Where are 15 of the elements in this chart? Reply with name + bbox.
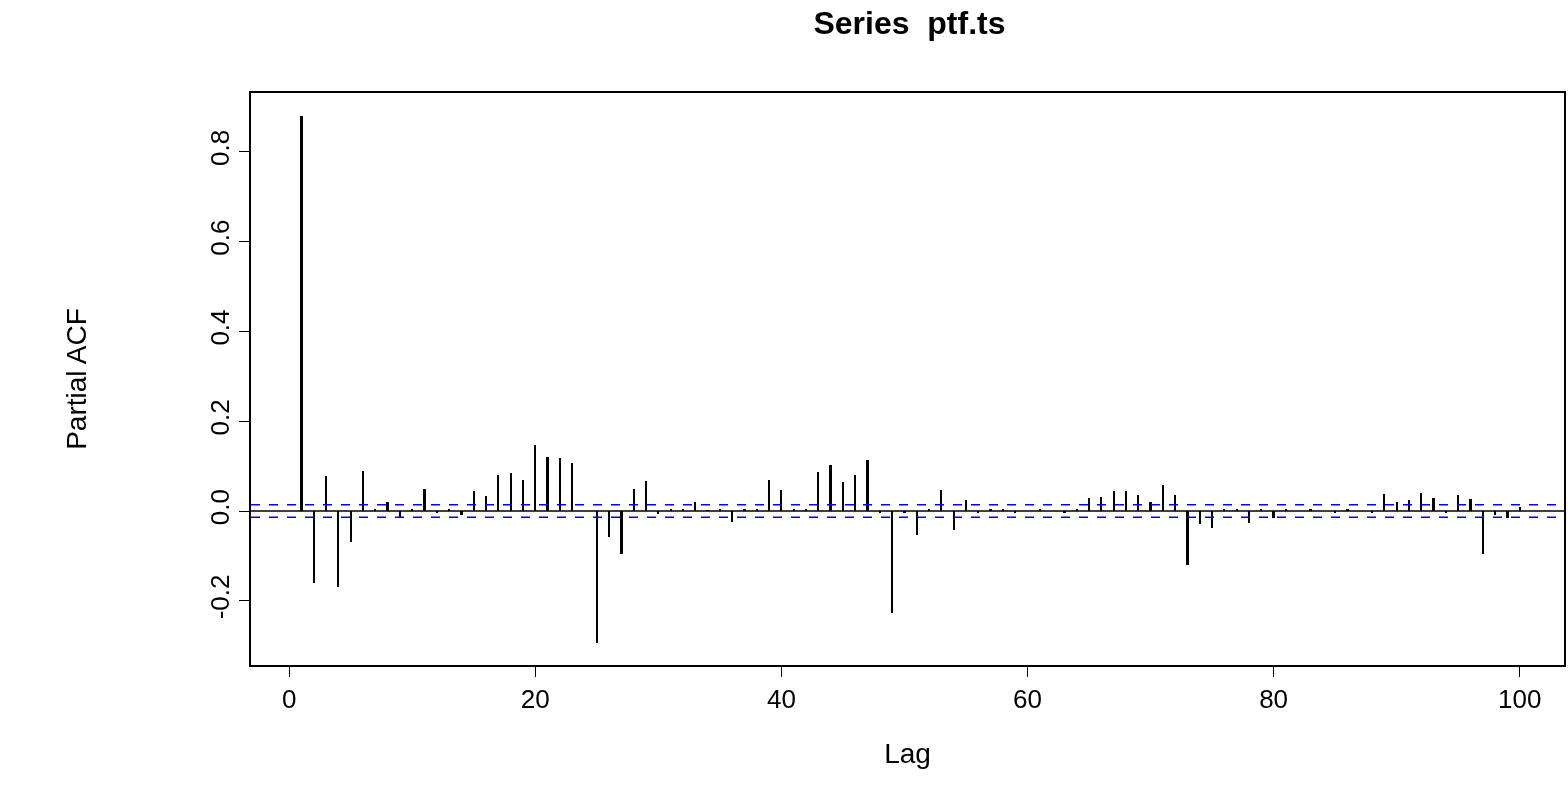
y-tick-label: 0.4 xyxy=(204,309,235,346)
chart-title: Series ptf.ts xyxy=(813,5,1006,42)
y-tick-label: 0.2 xyxy=(204,399,235,436)
y-tick-label: 0.8 xyxy=(204,129,235,166)
x-tick-label: 80 xyxy=(1259,683,1289,714)
x-tick-label: 20 xyxy=(520,683,550,714)
y-tick-label: 0.0 xyxy=(204,489,235,526)
x-tick-label: 0 xyxy=(281,683,297,714)
y-tick-label: 0.6 xyxy=(204,219,235,256)
x-tick-label: 40 xyxy=(766,683,796,714)
y-tick-label: -0.2 xyxy=(204,574,235,620)
x-tick-label: 100 xyxy=(1498,683,1542,714)
x-tick-label: 60 xyxy=(1013,683,1042,714)
y-axis-title: Partial ACF xyxy=(61,308,93,450)
x-axis-title: Lag xyxy=(884,737,931,769)
